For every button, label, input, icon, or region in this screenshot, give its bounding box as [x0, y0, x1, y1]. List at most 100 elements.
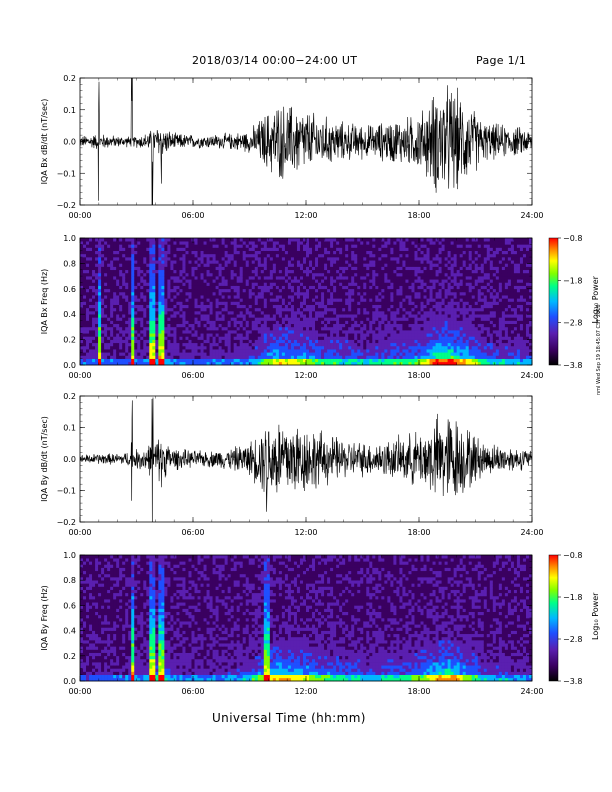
heatmap-cell: [318, 295, 322, 299]
heatmap-cell: [251, 304, 256, 309]
heatmap-cell: [405, 266, 409, 271]
heatmap-cell: [263, 272, 268, 277]
heatmap-cell: [179, 253, 183, 258]
heatmap-cell: [206, 247, 210, 251]
heatmap-cell: [191, 352, 195, 356]
heatmap-cell: [378, 358, 382, 363]
heatmap-cell: [363, 276, 367, 280]
heatmap-cell: [375, 247, 379, 251]
heatmap-cell: [203, 342, 207, 347]
heatmap-cell: [423, 361, 427, 366]
heatmap-cell: [107, 358, 111, 363]
heatmap-cell: [242, 276, 247, 280]
heatmap-cell: [110, 323, 114, 328]
heatmap-cell: [366, 342, 370, 347]
heatmap-cell: [302, 291, 307, 296]
heatmap-cell: [140, 311, 144, 315]
heatmap-cell: [164, 279, 168, 283]
heatmap-cell: [384, 295, 388, 299]
heatmap-cell: [212, 355, 216, 359]
heatmap-cell: [342, 304, 346, 309]
heatmap-cell: [152, 317, 156, 321]
heatmap-cell: [197, 326, 201, 331]
heatmap-cell: [426, 260, 430, 264]
heatmap-cell: [360, 295, 364, 299]
heatmap-cell: [381, 250, 385, 255]
heatmap-cell: [369, 301, 373, 305]
heatmap-cell: [152, 320, 156, 325]
heatmap-cell: [423, 333, 427, 337]
heatmap-cell: [339, 298, 343, 302]
heatmap-cell: [203, 301, 207, 305]
heatmap-cell: [405, 349, 409, 353]
heatmap-cell: [167, 333, 171, 337]
heatmap-cell: [438, 320, 442, 325]
heatmap-cell: [438, 345, 442, 350]
heatmap-cell: [432, 285, 436, 290]
heatmap-cell: [287, 320, 292, 325]
heatmap-cell: [441, 266, 445, 271]
heatmap-cell: [293, 269, 298, 274]
heatmap-cell: [284, 349, 289, 353]
heatmap-cell: [269, 304, 274, 309]
heatmap-cell: [221, 266, 225, 271]
heatmap-cell: [396, 263, 400, 267]
heatmap-cell: [146, 266, 150, 271]
heatmap-cell: [417, 314, 421, 318]
heatmap-cell: [387, 320, 391, 325]
heatmap-cell: [405, 326, 409, 331]
heatmap-cell: [110, 355, 114, 359]
heatmap-cell: [441, 342, 445, 347]
heatmap-cell: [167, 349, 171, 353]
heatmap-cell: [354, 298, 358, 302]
heatmap-cell: [230, 358, 234, 363]
heatmap-cell: [354, 244, 358, 248]
heatmap-cell: [170, 295, 174, 299]
heatmap-cell: [284, 304, 289, 309]
heatmap-cell: [287, 352, 292, 356]
heatmap-cell: [185, 295, 189, 299]
heatmap-cell: [411, 304, 415, 309]
heatmap-cell: [254, 279, 259, 283]
heatmap-cell: [182, 288, 186, 293]
heatmap-cell: [351, 314, 355, 318]
heatmap-cell: [173, 342, 177, 347]
heatmap-cell: [80, 282, 84, 286]
heatmap-cell: [155, 291, 159, 296]
heatmap-cell: [119, 336, 123, 340]
heatmap-cell: [89, 323, 93, 328]
heatmap-cell: [131, 361, 135, 366]
heatmap-cell: [122, 295, 126, 299]
heatmap-cell: [248, 295, 253, 299]
heatmap-cell: [278, 301, 283, 305]
heatmap-cell: [281, 263, 286, 267]
heatmap-cell: [170, 330, 174, 334]
heatmap-cell: [188, 330, 192, 334]
heatmap-cell: [89, 342, 93, 347]
y-tick-label: 0.1: [63, 106, 76, 115]
heatmap-cell: [212, 317, 216, 321]
heatmap-cell: [131, 295, 135, 299]
heatmap-cell: [312, 295, 316, 299]
heatmap-cell: [242, 320, 247, 325]
heatmap-cell: [134, 241, 138, 245]
heatmap-cell: [263, 238, 268, 242]
heatmap-cell: [209, 342, 213, 347]
heatmap-cell: [381, 320, 385, 325]
heatmap-cell: [146, 291, 150, 296]
heatmap-cell: [354, 291, 358, 296]
heatmap-cell: [411, 276, 415, 280]
heatmap-cell: [191, 333, 195, 337]
heatmap-cell: [155, 282, 159, 286]
heatmap-cell: [86, 282, 90, 286]
heatmap-cell: [212, 257, 216, 261]
heatmap-cell: [134, 307, 138, 312]
heatmap-cell: [411, 323, 415, 328]
heatmap-cell: [110, 241, 114, 245]
heatmap-cell: [420, 266, 424, 271]
heatmap-cell: [306, 298, 310, 302]
heatmap-cell: [110, 269, 114, 274]
heatmap-cell: [384, 263, 388, 267]
heatmap-cell: [432, 266, 436, 271]
heatmap-cell: [155, 269, 159, 274]
